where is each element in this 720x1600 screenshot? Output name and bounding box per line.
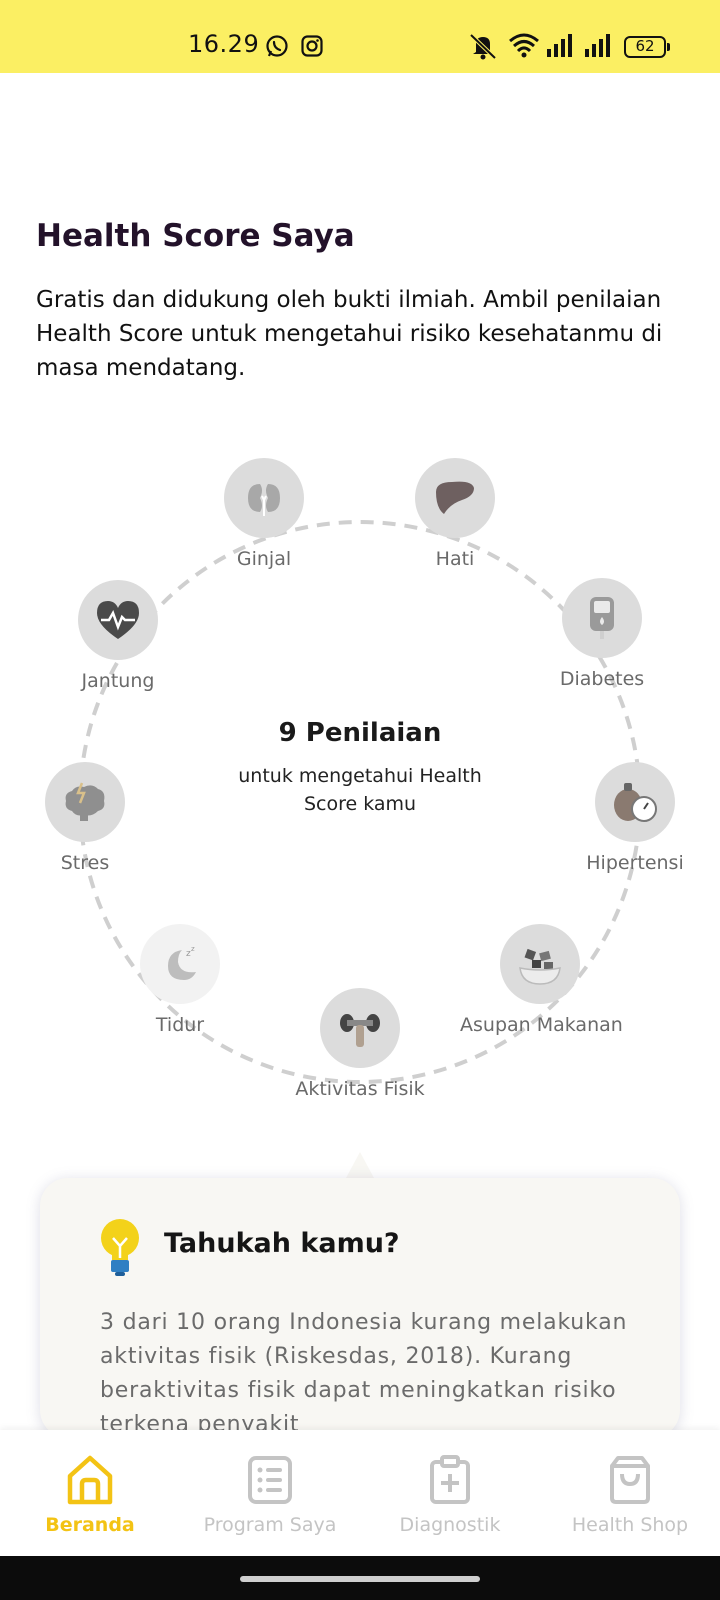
signal-icon [547,34,572,57]
assessment-asupan-makanan[interactable]: Asupan Makanan [460,924,623,1036]
node-label: Hati [435,548,475,570]
moon-sleep-icon: z z [140,924,220,1004]
node-label: Stres [60,852,110,874]
nav-item-beranda[interactable]: Beranda [0,1430,180,1556]
nav-label: Beranda [45,1514,135,1536]
svg-text:z: z [191,945,195,953]
status-bar: 16.29 62 [0,0,720,73]
nav-item-health-shop[interactable]: Health Shop [540,1430,720,1556]
nav-item-program-saya[interactable]: Program Saya [180,1430,360,1556]
shopping-bag-icon [610,1456,650,1504]
wifi-icon [509,33,539,58]
svg-text:z: z [186,949,191,959]
assessment-count: 9 Penilaian [278,718,442,748]
assessment-jantung[interactable]: Jantung [38,580,198,692]
assessment-aktivitas-fisik[interactable]: Aktivitas Fisik [280,988,440,1100]
home-indicator[interactable] [240,1576,480,1582]
assessment-subtitle: untuk mengetahui Health Score kamu [238,765,482,815]
brain-stress-icon [45,762,125,842]
card-pointer [346,1152,374,1178]
nav-label: Program Saya [203,1514,337,1536]
food-bowl-icon [500,924,580,1004]
card-body: 3 dari 10 orang Indonesia kurang melakuk… [100,1310,628,1437]
nav-label: Diagnostik [399,1514,501,1536]
signal-icon [585,34,610,57]
assessment-hipertensi[interactable]: Hipertensi [555,762,715,874]
assessment-diabetes[interactable]: Diabetes [522,578,682,690]
node-label: Aktivitas Fisik [295,1078,425,1100]
glucose-meter-icon [562,578,642,658]
page-title: Health Score Saya [36,218,355,254]
node-label: Ginjal [236,548,292,570]
instagram-icon [301,35,323,57]
nav-label: Health Shop [571,1514,689,1536]
card-title: Tahukah kamu? [164,1228,400,1259]
node-label: Asupan Makanan [460,1014,623,1036]
list-icon [248,1456,292,1504]
node-label: Jantung [81,670,155,692]
node-label: Diabetes [559,668,645,690]
bottom-nav: Beranda Program Saya Diagnostik [0,1430,720,1556]
clipboard-plus-icon [430,1455,470,1504]
heart-icon [78,580,158,660]
node-label: Hipertensi [586,852,684,874]
system-nav-bar [0,1556,720,1600]
intro-text: Gratis dan didukung oleh bukti ilmiah. A… [36,287,663,381]
lightbulb-icon [101,1219,139,1276]
home-icon [67,1455,113,1505]
nav-item-diagnostik[interactable]: Diagnostik [360,1430,540,1556]
battery-icon: 62 [624,36,670,58]
info-card: Tahukah kamu? 3 dari 10 orang Indonesia … [40,1178,680,1438]
assessment-hati[interactable]: Hati [375,458,535,570]
assessment-ginjal[interactable]: Ginjal [184,458,344,570]
assessment-ring: 9 Penilaian untuk mengetahui Health Scor… [0,440,720,1130]
liver-icon [415,458,495,538]
dumbbell-icon [320,988,400,1068]
mute-icon [469,33,497,60]
node-label: Tidur [155,1014,205,1036]
status-time: 16.29 [188,30,260,58]
assessment-tidur[interactable]: z z Tidur [100,924,260,1036]
assessment-stres[interactable]: Stres [5,762,165,874]
kidney-icon [224,458,304,538]
blood-pressure-icon [595,762,675,842]
whatsapp-icon [266,35,288,57]
